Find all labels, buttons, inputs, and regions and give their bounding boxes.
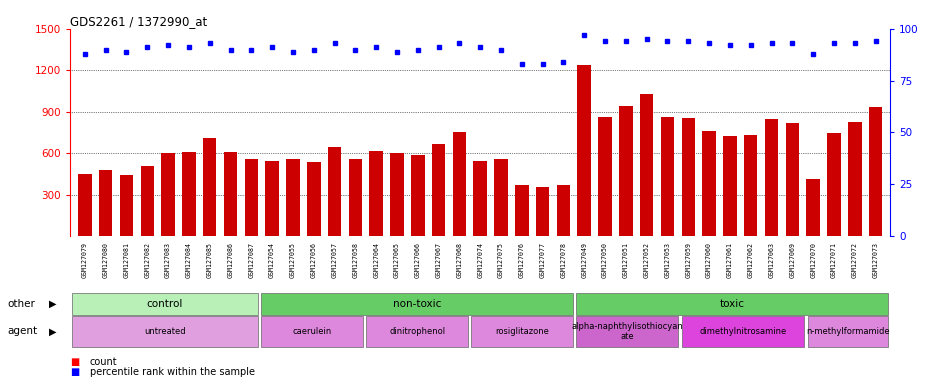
Text: ▶: ▶: [49, 299, 56, 309]
Bar: [702, 131, 715, 236]
Bar: [723, 136, 736, 236]
Text: other: other: [7, 299, 36, 309]
Text: dimethylnitrosamine: dimethylnitrosamine: [698, 327, 786, 336]
Bar: [743, 134, 756, 236]
Bar: [807, 316, 887, 347]
Bar: [120, 175, 133, 236]
Bar: [161, 153, 175, 236]
Bar: [577, 65, 591, 236]
Bar: [660, 117, 674, 236]
Bar: [72, 316, 257, 347]
Bar: [576, 293, 887, 315]
Bar: [619, 106, 632, 236]
Bar: [389, 153, 403, 236]
Bar: [868, 107, 882, 236]
Bar: [203, 138, 216, 236]
Bar: [182, 152, 196, 236]
Bar: [535, 187, 548, 236]
Text: toxic: toxic: [719, 299, 744, 309]
Bar: [556, 185, 570, 236]
Text: dinitrophenol: dinitrophenol: [388, 327, 445, 336]
Bar: [806, 179, 819, 236]
Bar: [639, 94, 652, 236]
Bar: [285, 159, 300, 236]
Bar: [224, 152, 237, 236]
Bar: [576, 316, 678, 347]
Text: agent: agent: [7, 326, 37, 336]
Bar: [369, 151, 383, 236]
Bar: [431, 144, 445, 236]
Bar: [764, 119, 778, 236]
Text: ▶: ▶: [49, 326, 56, 336]
Text: percentile rank within the sample: percentile rank within the sample: [90, 367, 255, 377]
Text: count: count: [90, 357, 117, 367]
Bar: [493, 159, 507, 236]
Bar: [471, 316, 573, 347]
Text: ■: ■: [70, 367, 80, 377]
Text: control: control: [147, 299, 183, 309]
Text: n-methylformamide: n-methylformamide: [806, 327, 889, 336]
Text: untreated: untreated: [144, 327, 185, 336]
Bar: [348, 159, 361, 236]
Bar: [784, 123, 798, 236]
Text: caerulein: caerulein: [292, 327, 331, 336]
Bar: [847, 122, 860, 236]
Text: non-toxic: non-toxic: [392, 299, 441, 309]
Bar: [473, 161, 487, 236]
Bar: [411, 155, 424, 236]
Bar: [140, 166, 154, 236]
Bar: [99, 170, 112, 236]
Text: alpha-naphthylisothiocyan
ate: alpha-naphthylisothiocyan ate: [571, 322, 682, 341]
Bar: [680, 118, 695, 236]
Bar: [261, 293, 573, 315]
Bar: [598, 117, 611, 236]
Bar: [328, 147, 341, 236]
Bar: [307, 162, 320, 236]
Bar: [366, 316, 467, 347]
Text: GDS2261 / 1372990_at: GDS2261 / 1372990_at: [70, 15, 207, 28]
Bar: [515, 185, 528, 236]
Bar: [265, 161, 279, 236]
Bar: [244, 159, 257, 236]
Text: rosiglitazone: rosiglitazone: [495, 327, 548, 336]
Bar: [452, 132, 466, 236]
Bar: [78, 174, 92, 236]
Bar: [261, 316, 362, 347]
Bar: [826, 133, 840, 236]
Text: ■: ■: [70, 357, 80, 367]
Bar: [680, 316, 803, 347]
Bar: [72, 293, 257, 315]
